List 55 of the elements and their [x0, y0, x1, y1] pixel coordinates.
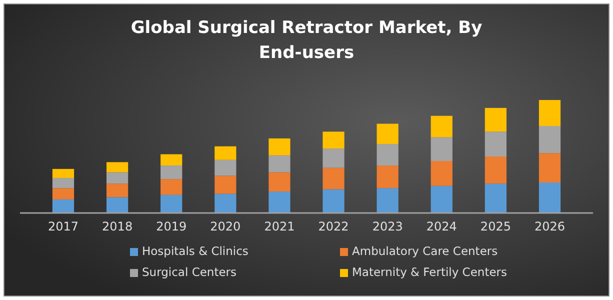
bar	[52, 199, 74, 213]
x-tick-label: 2025	[480, 220, 511, 234]
chart-title: Global Surgical Retractor Market, By End-users	[130, 18, 482, 63]
legend-label: Maternity & Fertily Centers	[352, 265, 508, 279]
x-tick-label: 2026	[534, 220, 566, 234]
bar	[484, 132, 507, 156]
bar	[430, 186, 452, 213]
bar	[322, 189, 344, 213]
x-tick-label: 2021	[264, 220, 295, 234]
bar	[160, 194, 182, 213]
bar	[268, 192, 290, 213]
bar	[322, 168, 344, 190]
bar	[214, 194, 236, 213]
bar	[376, 144, 398, 166]
bar	[538, 100, 561, 126]
x-tick-label: 2024	[426, 220, 457, 234]
bar	[214, 160, 236, 176]
x-tick-label: 2023	[372, 220, 403, 234]
bar	[484, 108, 507, 132]
bar	[52, 188, 74, 200]
legend-label: Hospitals & Clinics	[142, 244, 248, 258]
legend-label: Surgical Centers	[142, 265, 237, 279]
bar	[430, 161, 452, 186]
bar	[538, 182, 561, 213]
x-tick-label: 2017	[48, 220, 79, 234]
bar	[160, 154, 182, 166]
bar	[106, 172, 128, 184]
bar	[538, 153, 561, 182]
x-tick-label: 2022	[318, 220, 349, 234]
bar	[106, 197, 128, 213]
bar	[538, 126, 561, 154]
x-tick-label: 2019	[156, 220, 187, 234]
bar	[430, 137, 452, 162]
bar	[376, 166, 398, 188]
bar	[160, 166, 182, 180]
bar	[322, 148, 344, 168]
bar	[106, 162, 128, 172]
bar	[376, 124, 398, 144]
bar	[484, 184, 507, 213]
bar	[322, 132, 344, 149]
bar	[52, 168, 74, 178]
x-tick-label: 2020	[210, 220, 241, 234]
bar	[430, 116, 452, 138]
bar	[268, 138, 290, 156]
bar	[484, 156, 507, 184]
x-tick-label: 2018	[102, 220, 133, 234]
bar	[160, 179, 182, 195]
bar	[268, 155, 290, 172]
bar	[214, 146, 236, 160]
bar	[52, 178, 74, 188]
bar	[106, 184, 128, 198]
bar	[376, 188, 398, 213]
legend-label: Ambulatory Care Centers	[352, 244, 498, 258]
bar	[268, 172, 290, 192]
bar	[214, 176, 236, 194]
